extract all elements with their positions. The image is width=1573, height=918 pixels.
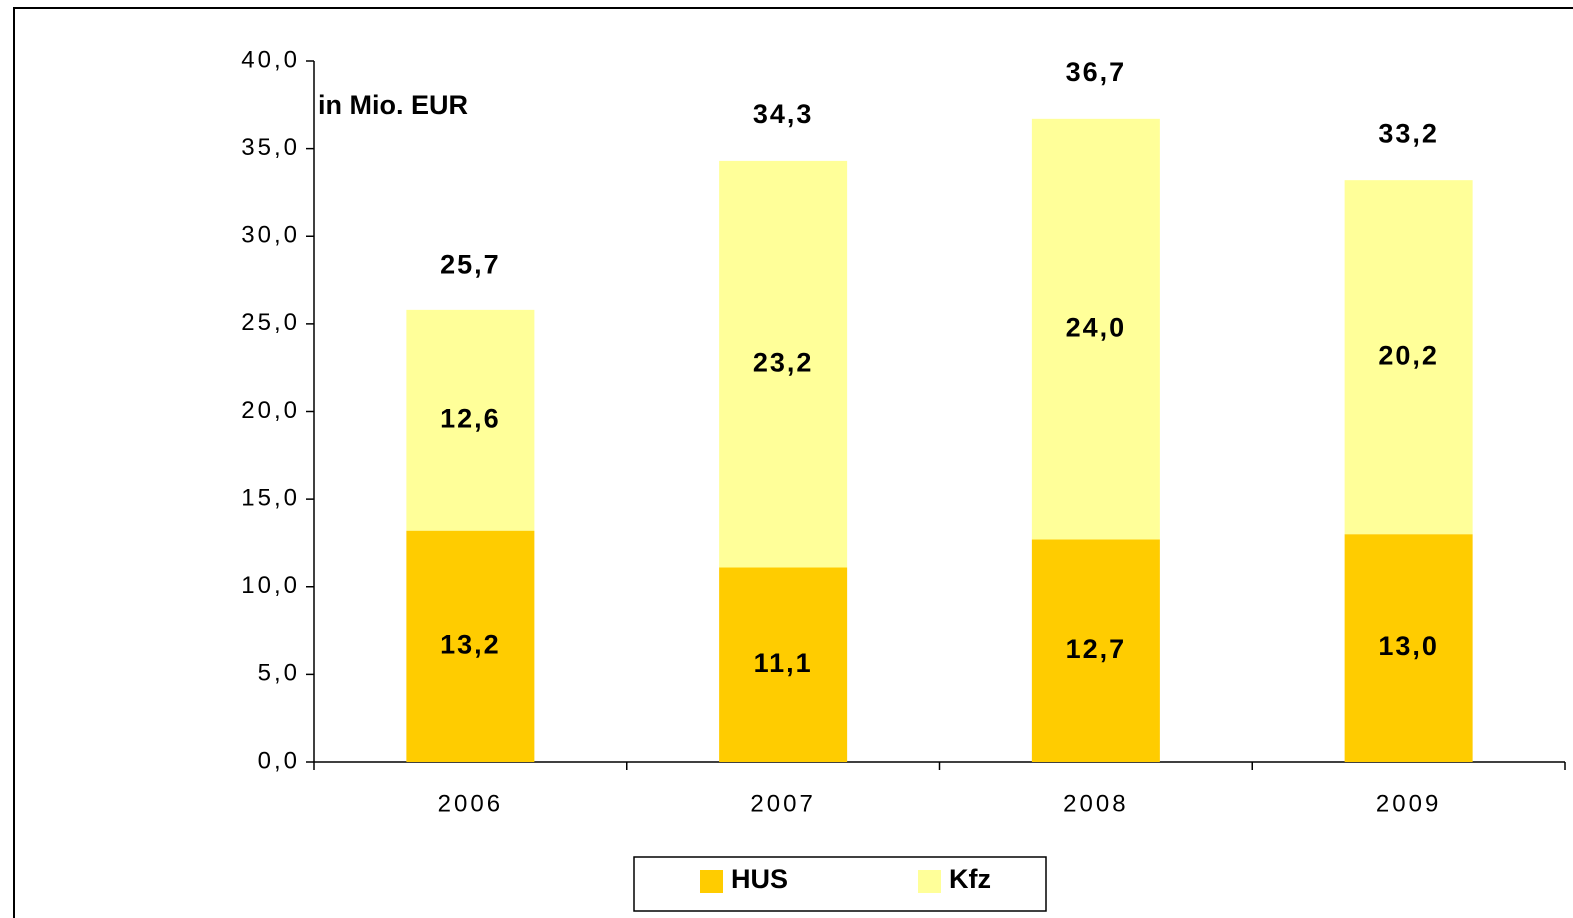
x-tick-label: 2007 bbox=[750, 790, 815, 817]
total-label: 34,3 bbox=[753, 99, 814, 129]
bar-segment bbox=[1344, 180, 1473, 535]
data-label: 13,0 bbox=[1378, 631, 1439, 661]
y-tick-label: 10,0 bbox=[241, 572, 300, 599]
data-label: 23,2 bbox=[753, 347, 814, 377]
total-label: 36,7 bbox=[1066, 57, 1127, 87]
x-tick-label: 2009 bbox=[1376, 790, 1441, 817]
data-label: 12,7 bbox=[1066, 634, 1127, 664]
legend-label: HUS bbox=[731, 864, 788, 894]
y-tick-label: 15,0 bbox=[241, 484, 300, 511]
total-label: 25,7 bbox=[440, 250, 501, 280]
bar-segment bbox=[406, 309, 535, 531]
data-label: 20,2 bbox=[1378, 340, 1439, 370]
y-tick-label: 5,0 bbox=[258, 660, 300, 687]
frame bbox=[13, 7, 1573, 918]
y-tick-label: 20,0 bbox=[241, 397, 300, 424]
annotation: in Mio. EUR bbox=[318, 90, 468, 120]
bar-segment bbox=[1031, 539, 1160, 762]
x-tick-label: 2008 bbox=[1063, 790, 1128, 817]
data-label: 24,0 bbox=[1066, 312, 1127, 342]
data-label: 13,2 bbox=[440, 629, 501, 659]
bar-segment bbox=[719, 567, 848, 762]
y-tick-label: 0,0 bbox=[258, 747, 300, 774]
y-tick-label: 35,0 bbox=[241, 134, 300, 161]
bar-segment bbox=[1031, 118, 1160, 540]
y-tick-label: 30,0 bbox=[241, 222, 300, 249]
data-label: 12,6 bbox=[440, 403, 501, 433]
legend-swatch bbox=[700, 870, 723, 893]
x-tick-label: 2006 bbox=[438, 790, 503, 817]
bar-segment bbox=[1344, 534, 1473, 762]
bar-segment bbox=[719, 160, 848, 568]
legend-swatch bbox=[918, 870, 941, 893]
data-label: 11,1 bbox=[754, 648, 813, 678]
y-tick-label: 25,0 bbox=[241, 309, 300, 336]
total-label: 33,2 bbox=[1378, 118, 1439, 148]
bar-segment bbox=[406, 530, 535, 762]
y-tick-label: 40,0 bbox=[241, 46, 300, 73]
legend-label: Kfz bbox=[949, 864, 991, 894]
